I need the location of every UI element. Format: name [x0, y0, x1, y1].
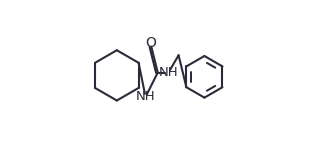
Text: NH: NH: [136, 90, 155, 103]
Text: O: O: [145, 36, 156, 50]
Text: NH: NH: [159, 66, 178, 79]
